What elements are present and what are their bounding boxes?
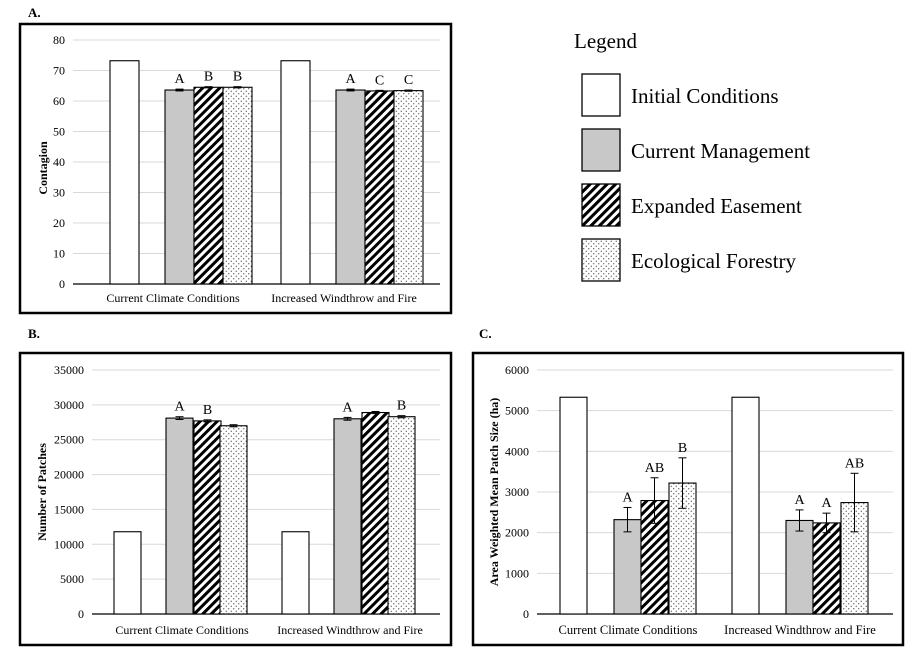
bar-c-increased-windthrow-expanded-easement (812, 522, 841, 615)
panel-frame-b (18, 351, 453, 647)
significance-letter-b-increased-windthrow-ecological-forestry: B (397, 399, 406, 414)
legend-swatch-initial-conditions (581, 73, 621, 117)
bar-a-current-climate-initial-conditions (109, 60, 140, 285)
y-tick-label-a-4: 40 (53, 155, 65, 169)
bar-b-current-climate-current-management (165, 417, 194, 615)
legend-label-expanded-easement: Expanded Easement (631, 194, 802, 218)
plot-area-b: 0 5000 10000 15000 20000 25000 30000 35000 A B Cur… (54, 363, 440, 637)
bar-b-increased-windthrow-expanded-easement (361, 411, 390, 615)
panel-label-c: C. (479, 326, 492, 341)
panel-frame-a (18, 22, 453, 315)
significance-letter-c-increased-windthrow-ecological-forestry: AB (845, 456, 864, 471)
y-tick-label-b-0: 0 (78, 607, 84, 621)
y-tick-label-c-4: 4000 (505, 444, 529, 458)
bar-c-current-climate-current-management (613, 519, 642, 615)
bar-b-increased-windthrow-current-management (333, 418, 362, 615)
y-tick-label-c-2: 2000 (505, 526, 529, 540)
bar-c-increased-windthrow-initial-conditions (731, 396, 760, 615)
bar-b-increased-windthrow-ecological-forestry (387, 416, 416, 615)
significance-letter-a-increased-windthrow-ecological-forestry: C (404, 73, 413, 88)
x-category-label-c-current-climate: Current Climate Conditions (559, 623, 698, 637)
y-tick-label-a-2: 20 (53, 216, 65, 230)
y-tick-label-b-1: 5000 (60, 572, 84, 586)
x-category-label-a-current-climate: Current Climate Conditions (106, 291, 240, 305)
bar-a-current-climate-expanded-easement (193, 86, 224, 285)
bar-a-increased-windthrow-ecological-forestry (393, 90, 424, 285)
legend-title: Legend (574, 29, 637, 53)
significance-letter-a-increased-windthrow-expanded-easement: C (375, 73, 384, 88)
significance-letter-a-increased-windthrow-current-management: A (345, 72, 356, 87)
y-tick-label-a-8: 80 (53, 33, 65, 47)
bar-b-current-climate-ecological-forestry (219, 425, 248, 615)
y-tick-label-c-6: 6000 (505, 363, 529, 377)
bar-b-increased-windthrow-initial-conditions (281, 531, 310, 615)
significance-letter-c-increased-windthrow-expanded-easement: A (821, 496, 832, 511)
significance-letter-a-current-climate-ecological-forestry: B (233, 70, 242, 85)
y-tick-label-a-6: 60 (53, 94, 65, 108)
panel-frame-c (471, 351, 905, 647)
bar-c-increased-windthrow-current-management (785, 519, 814, 615)
y-axis-title-c: Area Weighted Mean Patch Size (ha) (487, 398, 501, 587)
y-axis-title-b: Number of Patches (35, 443, 49, 541)
legend-swatch-expanded-easement (581, 183, 621, 227)
y-tick-label-a-3: 30 (53, 186, 65, 200)
significance-letter-c-current-climate-current-management: A (622, 490, 633, 505)
y-tick-label-c-5: 5000 (505, 404, 529, 418)
y-axis-title-a: Contagion (36, 141, 50, 195)
legend-swatch-ecological-forestry (581, 238, 621, 282)
y-tick-label-a-0: 0 (59, 277, 65, 291)
significance-letter-b-increased-windthrow-current-management: A (342, 400, 353, 415)
significance-letter-c-current-climate-expanded-easement: AB (645, 461, 664, 476)
y-tick-label-b-5: 25000 (54, 433, 84, 447)
x-category-label-b-current-climate: Current Climate Conditions (115, 623, 249, 637)
y-tick-label-a-7: 70 (53, 64, 65, 78)
y-tick-label-b-6: 30000 (54, 398, 84, 412)
x-category-label-c-increased-windthrow: Increased Windthrow and Fire (724, 623, 876, 637)
bar-a-increased-windthrow-expanded-easement (364, 90, 395, 285)
bar-a-increased-windthrow-initial-conditions (280, 60, 311, 285)
legend: Legend Initial Conditions Current Manage… (574, 29, 810, 282)
plot-area-a: 0 10 20 30 40 50 60 70 80 A B B Current Climate Cond… (53, 33, 440, 305)
y-tick-label-b-7: 35000 (54, 363, 84, 377)
y-tick-label-c-3: 3000 (505, 485, 529, 499)
significance-letter-c-increased-windthrow-current-management: A (794, 493, 805, 508)
y-tick-label-c-1: 1000 (505, 566, 529, 580)
x-category-label-a-increased-windthrow: Increased Windthrow and Fire (271, 291, 417, 305)
y-tick-label-b-2: 10000 (54, 537, 84, 551)
bar-c-current-climate-initial-conditions (559, 396, 588, 615)
legend-label-initial-conditions: Initial Conditions (631, 84, 779, 108)
bar-b-current-climate-initial-conditions (113, 531, 142, 615)
y-tick-label-a-5: 50 (53, 125, 65, 139)
x-category-label-b-increased-windthrow: Increased Windthrow and Fire (277, 623, 423, 637)
legend-swatch-current-management (581, 128, 621, 172)
bar-a-increased-windthrow-current-management (335, 89, 366, 285)
significance-letter-a-current-climate-expanded-easement: B (204, 70, 213, 85)
significance-letter-b-current-climate-expanded-easement: B (203, 403, 212, 418)
y-tick-label-a-1: 10 (53, 247, 65, 261)
significance-letter-a-current-climate-current-management: A (174, 72, 185, 87)
panel-label-a: A. (28, 5, 41, 20)
panel-label-b: B. (28, 326, 40, 341)
y-tick-label-c-0: 0 (523, 607, 529, 621)
legend-label-current-management: Current Management (631, 139, 810, 163)
bar-b-current-climate-expanded-easement (193, 420, 222, 615)
bar-a-current-climate-current-management (164, 89, 195, 285)
legend-label-ecological-forestry: Ecological Forestry (631, 249, 797, 273)
y-tick-label-b-3: 15000 (54, 502, 84, 516)
significance-letter-c-current-climate-ecological-forestry: B (678, 441, 687, 456)
significance-letter-b-current-climate-current-management: A (174, 400, 185, 415)
plot-area-c: 0 1000 2000 3000 4000 5000 6000 A AB B Current Cli… (505, 363, 893, 637)
bar-a-current-climate-ecological-forestry (222, 86, 253, 285)
y-tick-label-b-4: 20000 (54, 468, 84, 482)
